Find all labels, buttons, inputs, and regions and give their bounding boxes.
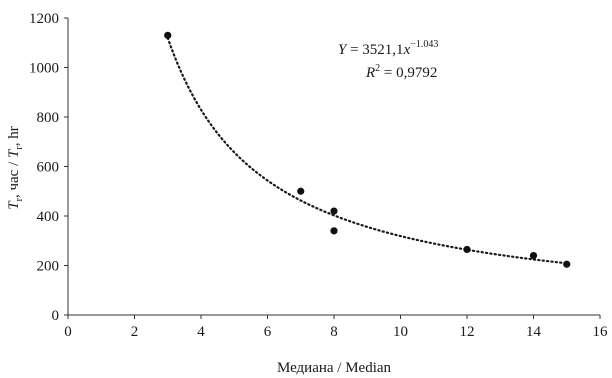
- equation-exponent: −1.043: [410, 39, 438, 50]
- y-axis-title-part: T: [6, 148, 22, 158]
- trendline: [166, 36, 568, 265]
- y-tick-label: 600: [37, 160, 60, 176]
- equation-y-var: Y: [338, 42, 348, 58]
- data-point: [463, 245, 471, 254]
- y-axis-title-part: , hr: [6, 126, 22, 146]
- r-squared-annotation: R2 = 0,9792: [365, 63, 437, 81]
- equation-annotation: Y = 3521,1x−1.043: [338, 39, 438, 58]
- x-tick-label: 12: [460, 324, 475, 340]
- x-axis-title: Медиана / Median: [277, 360, 392, 376]
- r2-value: = 0,9792: [380, 65, 437, 81]
- x-tick-label: 8: [330, 324, 338, 340]
- data-point: [529, 252, 538, 260]
- data-point: [330, 207, 338, 215]
- x-tick-label: 14: [526, 324, 542, 340]
- y-tick-label: 400: [37, 209, 60, 225]
- y-tick-label: 200: [37, 259, 60, 275]
- y-axis-title-part: , час /: [6, 158, 22, 198]
- x-tick-label: 6: [264, 324, 272, 340]
- y-axis-title: Tr, час / Tr, hr: [6, 126, 25, 209]
- r2-var: R: [365, 65, 375, 81]
- x-tick-label: 16: [593, 324, 609, 340]
- equation-x-var: x: [403, 42, 411, 58]
- data-point: [164, 31, 172, 39]
- y-axis-title-part: r: [14, 197, 25, 201]
- data-point: [330, 227, 338, 235]
- y-tick-label: 1000: [29, 61, 59, 77]
- x-tick-label: 2: [131, 324, 139, 340]
- data-point: [297, 187, 305, 195]
- y-axis-title-part: T: [6, 200, 22, 210]
- equation-rhs: = 3521,1: [346, 42, 403, 58]
- y-tick-label: 1200: [29, 11, 59, 27]
- x-tick-label: 10: [393, 324, 408, 340]
- y-tick-label: 0: [52, 308, 60, 324]
- x-tick-label: 4: [197, 324, 205, 340]
- data-point: [563, 260, 571, 268]
- x-tick-label: 0: [64, 324, 72, 340]
- y-axis-title-part: r: [14, 146, 25, 150]
- plot-area: 0 200 400 600 800 1000 1200 0 2 4 6 8 10 12 14 16: [29, 11, 608, 340]
- y-tick-label: 800: [37, 110, 60, 126]
- r2-superscript: 2: [375, 63, 380, 74]
